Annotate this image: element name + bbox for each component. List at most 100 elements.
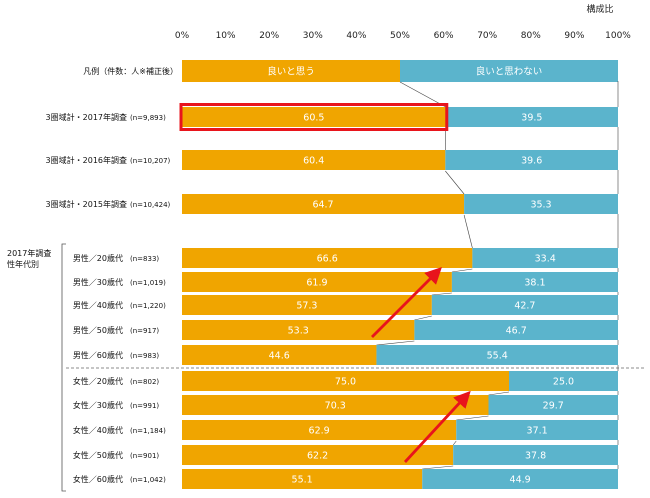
bar-segment-disagree (509, 371, 618, 391)
row-label: 男性／40歳代 (73, 300, 123, 310)
row-label: 3圏域計・2017年調査 (46, 112, 127, 122)
row-n-label: (n=9,893) (130, 114, 166, 122)
side-bracket (61, 243, 66, 492)
connector-line (456, 415, 489, 421)
bar-segment-agree (182, 469, 423, 489)
connector-line (451, 268, 473, 273)
bar-segment-agree (182, 150, 446, 170)
legend-swatch-disagree (400, 60, 618, 82)
bar-segment-disagree (431, 295, 618, 315)
row-label: 3圏域計・2015年調査 (46, 199, 127, 209)
row-labels: 3圏域計・2017年調査 (n=9,893) 3圏域計・2016年調査 (n=10,2… (7, 112, 171, 484)
bars: 60.5 39.5 60.4 39.6 64.7 35.3 66.6 33.4 61.9 38.1… (182, 107, 618, 489)
row-label: 男性／50歳代 (73, 325, 123, 335)
legend-series-label: 良いと思わない (476, 66, 543, 78)
data-label: 53.3 (288, 326, 309, 337)
bar-segment-disagree (445, 150, 618, 170)
annotations (61, 103, 646, 492)
row-n-label: (n=10,207) (130, 157, 171, 165)
bar-segment-agree (182, 194, 465, 214)
side-label: 2017年調査 (7, 248, 51, 258)
row-n-label: (n=802) (130, 378, 159, 386)
data-label: 75.0 (335, 377, 356, 388)
x-axis-ticks: 0% 10% 20% 30% 40% 50% 60% 70% 80% 90% 100% (175, 31, 631, 41)
x-tick-label: 50% (390, 31, 410, 41)
bar-segment-agree (182, 107, 446, 127)
x-tick-label: 60% (434, 31, 454, 41)
connector-lines (376, 81, 619, 470)
bar-segment-agree (182, 320, 415, 340)
row-label: 女性／20歳代 (73, 376, 123, 386)
data-label: 33.4 (535, 254, 556, 265)
row-label: 男性／60歳代 (73, 350, 123, 360)
bar-segment-disagree (445, 107, 618, 127)
data-label: 35.3 (530, 200, 551, 211)
bar-segment-agree (182, 345, 377, 365)
row-label: 女性／50歳代 (73, 450, 123, 460)
data-label: 25.0 (553, 377, 574, 388)
data-label: 55.1 (292, 475, 313, 486)
bar-segment-disagree (456, 420, 618, 440)
row-label: 3圏域計・2016年調査 (46, 155, 127, 165)
data-label: 44.6 (269, 351, 290, 362)
connector-line (376, 340, 415, 346)
data-label: 46.7 (506, 326, 527, 337)
row-label: 男性／20歳代 (73, 253, 123, 263)
legend: 良いと思う 良いと思わない 凡例（件数：人※補正後） (83, 60, 618, 82)
connector-line (445, 170, 465, 195)
data-label: 62.9 (309, 426, 330, 437)
x-tick-label: 40% (346, 31, 366, 41)
data-label: 70.3 (325, 401, 346, 412)
bar-segment-disagree (422, 469, 618, 489)
data-label: 29.7 (543, 401, 564, 412)
data-label: 55.4 (487, 351, 508, 362)
trend-arrow (403, 390, 471, 463)
bar-segment-agree (182, 395, 489, 415)
data-label: 64.7 (312, 200, 333, 211)
row-n-label: (n=10,424) (130, 201, 171, 209)
bar-segment-disagree (414, 320, 618, 340)
data-label: 38.1 (524, 278, 545, 289)
x-tick-label: 10% (216, 31, 236, 41)
legend-label: 凡例（件数：人※補正後） (83, 66, 178, 76)
legend-swatch-agree (182, 60, 400, 82)
highlight-box (179, 103, 449, 131)
x-tick-label: 20% (259, 31, 279, 41)
x-tick-label: 100% (605, 31, 631, 41)
bar-segment-disagree (453, 445, 618, 465)
connector-line (422, 465, 454, 470)
unit-label: 構成比 (586, 3, 613, 15)
row-label: 男性／30歳代 (73, 277, 123, 287)
x-tick-label: 30% (303, 31, 323, 41)
data-label: 62.2 (307, 451, 328, 462)
bar-segment-disagree (488, 395, 618, 415)
connector-line (463, 214, 473, 249)
bar-segment-agree (182, 371, 509, 391)
bar-segment-disagree (472, 248, 618, 268)
row-n-label: (n=1,184) (130, 427, 166, 435)
connector-line (399, 81, 446, 108)
bar-segment-agree (182, 248, 473, 268)
bar-segment-agree (182, 445, 454, 465)
data-label: 37.8 (525, 451, 546, 462)
connector-line (488, 391, 510, 396)
row-label: 女性／60歳代 (73, 474, 123, 484)
data-label: 42.7 (514, 301, 535, 312)
connector-line (452, 440, 457, 446)
bar-segment-agree (182, 272, 452, 292)
x-tick-label: 90% (564, 31, 584, 41)
connector-line (431, 292, 452, 296)
side-label: 性年代別 (7, 259, 39, 269)
row-label: 女性／40歳代 (73, 425, 123, 435)
bar-segment-disagree (451, 272, 618, 292)
row-n-label: (n=833) (130, 255, 159, 263)
row-n-label: (n=983) (130, 352, 159, 360)
bar-segment-disagree (464, 194, 618, 214)
data-label: 57.3 (296, 301, 317, 312)
connector-line (414, 315, 432, 321)
row-n-label: (n=901) (130, 452, 159, 460)
x-tick-label: 70% (477, 31, 497, 41)
data-label: 60.5 (303, 113, 324, 124)
data-label: 60.4 (303, 156, 324, 167)
